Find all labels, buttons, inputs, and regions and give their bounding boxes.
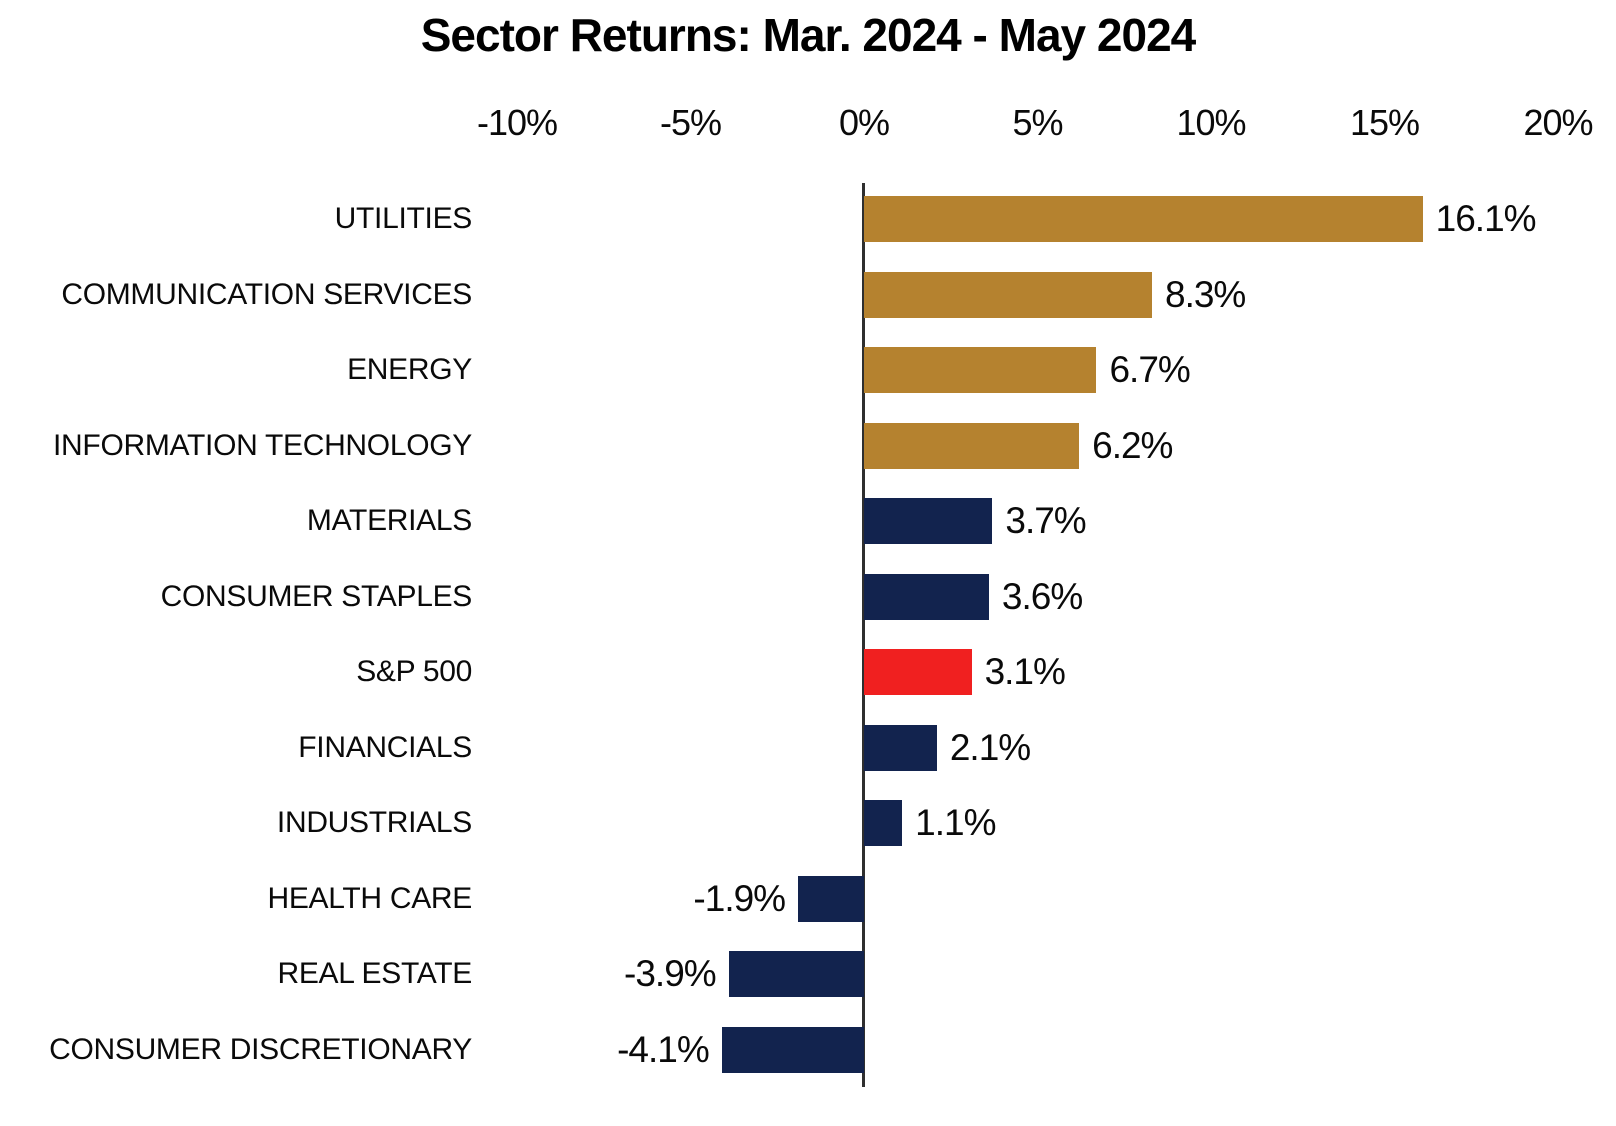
x-axis-tick-10: -10% — [476, 102, 558, 143]
value-label-materials: 3.7% — [1005, 500, 1086, 541]
value-label-communication-services: 8.3% — [1165, 274, 1246, 315]
value-label-real-estate: -3.9% — [624, 953, 717, 994]
bar-utilities — [864, 196, 1423, 242]
bar-energy — [864, 347, 1097, 393]
bar-real-estate — [728, 951, 864, 997]
category-label-information-technology: INFORMATION TECHNOLOGY — [53, 429, 472, 462]
bar-consumer-staples — [864, 574, 989, 620]
x-axis-tick-20: 20% — [1523, 102, 1593, 143]
chart-title: Sector Returns: Mar. 2024 - May 2024 — [420, 9, 1196, 61]
bar-financials — [864, 725, 937, 771]
value-label-consumer-discretionary: -4.1% — [617, 1029, 710, 1070]
value-label-utilities: 16.1% — [1435, 198, 1537, 239]
x-axis-tick-0: 0% — [838, 102, 890, 143]
category-label-materials: MATERIALS — [306, 504, 472, 537]
category-label-consumer-staples: CONSUMER STAPLES — [160, 580, 473, 613]
category-label-real-estate: REAL ESTATE — [277, 957, 472, 990]
category-label-industrials: INDUSTRIALS — [276, 806, 472, 839]
x-axis-tick-5: -5% — [659, 102, 722, 143]
category-label-utilities: UTILITIES — [334, 202, 473, 235]
bar-industrials — [864, 800, 903, 846]
category-label-financials: FINANCIALS — [298, 731, 472, 764]
value-label-consumer-staples: 3.6% — [1001, 576, 1083, 617]
bar-communication-services — [864, 272, 1152, 318]
value-label-information-technology: 6.2% — [1092, 425, 1173, 466]
x-axis-tick-15: 15% — [1349, 102, 1420, 143]
category-label-communication-services: COMMUNICATION SERVICES — [61, 278, 472, 311]
zero-axis-line — [862, 183, 865, 1087]
bar-information-technology — [864, 423, 1080, 469]
bar-materials — [864, 498, 993, 544]
x-axis-tick-5: 5% — [1012, 102, 1063, 143]
category-label-health-care: HEALTH CARE — [267, 882, 472, 915]
category-label-energy: ENERGY — [347, 353, 472, 386]
bar-health-care — [798, 876, 864, 922]
value-label-s-p-500: 3.1% — [984, 651, 1066, 692]
bar-consumer-discretionary — [721, 1027, 864, 1073]
x-axis-tick-10: 10% — [1176, 102, 1246, 143]
value-label-financials: 2.1% — [949, 727, 1031, 768]
value-label-health-care: -1.9% — [693, 878, 786, 919]
value-label-industrials: 1.1% — [915, 802, 996, 843]
category-label-s-p-500: S&P 500 — [356, 655, 472, 688]
bar-s-p-500 — [864, 649, 972, 695]
category-label-consumer-discretionary: CONSUMER DISCRETIONARY — [49, 1033, 472, 1066]
value-label-energy: 6.7% — [1109, 349, 1190, 390]
